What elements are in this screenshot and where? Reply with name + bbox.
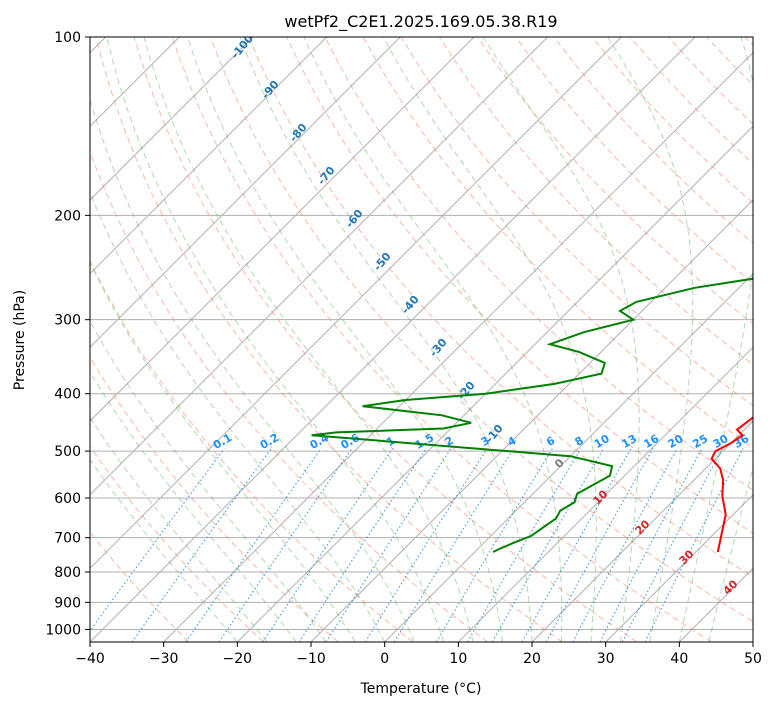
x-tick-label: 40 xyxy=(670,651,688,667)
y-tick-label: 700 xyxy=(54,531,81,547)
moist-adiabat-line xyxy=(482,37,640,642)
isotherm-line xyxy=(531,420,753,642)
isotherm-line xyxy=(90,37,475,422)
x-tick-label: 20 xyxy=(523,651,541,667)
moist-adiabat-line xyxy=(303,37,563,642)
dry-adiabat-line xyxy=(324,37,753,491)
x-tick-label: 30 xyxy=(597,651,615,667)
moist-adiabat-line xyxy=(239,37,533,642)
isotherm-line xyxy=(90,37,549,496)
isotherm-line xyxy=(90,37,254,201)
dry-adiabat-line xyxy=(210,37,753,623)
x-tick-label: 10 xyxy=(449,651,467,667)
plot-area: 0.1 0.2 0.4 0.6 1 1.5 2 3 4 6 8 10 13 16 20 25 30 36-100-… xyxy=(90,37,753,642)
x-tick-label: −10 xyxy=(296,651,326,667)
moist-adiabat-line xyxy=(607,37,694,642)
x-tick-label: −40 xyxy=(75,651,105,667)
moist-adiabat-line xyxy=(678,37,753,642)
mixing-ratio-line xyxy=(599,448,703,642)
moist-adiabat-line xyxy=(90,97,415,642)
moist-adiabat-line xyxy=(143,37,474,642)
dewpoint-line xyxy=(311,277,753,553)
mixing-ratio-line xyxy=(262,448,393,642)
dry-adiabat-line xyxy=(286,37,753,534)
plot-frame xyxy=(89,36,754,643)
isotherm-line xyxy=(384,272,753,642)
moist-adiabat-line xyxy=(382,37,597,642)
isotherm-line xyxy=(457,346,753,642)
dry-adiabats xyxy=(90,37,753,642)
profile-series xyxy=(311,277,753,553)
moist-adiabat-line xyxy=(90,458,238,642)
x-tick-label: −30 xyxy=(149,651,179,667)
dry-adiabat-line xyxy=(95,37,563,642)
moist-adiabat-line xyxy=(90,261,356,642)
mixing-ratio-line xyxy=(298,448,427,642)
dry-adiabat-line xyxy=(90,356,339,642)
isotherm-line xyxy=(90,37,401,349)
dry-adiabat-line xyxy=(515,37,753,284)
dry-adiabat-line xyxy=(90,259,414,642)
isotherm-line xyxy=(236,125,753,642)
mixing-ratio-line xyxy=(218,448,353,642)
mixing-ratio-line xyxy=(644,448,744,642)
mixing-ratio-line xyxy=(325,448,452,642)
y-tick-label: 1000 xyxy=(45,622,81,638)
y-tick-label: 900 xyxy=(54,595,81,611)
mixing-ratio-line xyxy=(467,448,582,642)
dry-adiabat-line xyxy=(90,445,264,642)
mixing-ratio-line xyxy=(621,448,723,642)
isotherm-line xyxy=(90,37,328,275)
moist-adiabat-line xyxy=(90,416,268,642)
moist-adiabat-line xyxy=(90,190,386,642)
isotherm-line xyxy=(163,51,753,642)
y-tick-label: 400 xyxy=(54,387,81,403)
isobar-grid xyxy=(90,37,753,630)
moist-adiabat-line xyxy=(90,370,297,642)
moist-adiabat-line xyxy=(708,466,753,642)
dry-adiabat-line xyxy=(133,37,638,642)
y-tick-label: 500 xyxy=(54,444,81,460)
y-axis-label: Pressure (hPa) xyxy=(12,290,28,390)
x-tick-label: −20 xyxy=(223,651,253,667)
mixing-ratio-line xyxy=(393,448,515,642)
y-tick-label: 800 xyxy=(54,565,81,581)
moist-adiabat-line xyxy=(106,37,445,642)
mixing-ratio-line xyxy=(364,448,488,642)
chart-title: wetPf2_C2E1.2025.169.05.38.R19 xyxy=(284,12,557,32)
mixing-ratio-line xyxy=(572,448,678,642)
x-axis-label: Temperature (°C) xyxy=(360,681,482,697)
moist-adiabat-line xyxy=(90,320,327,642)
moist-adiabats xyxy=(90,37,753,642)
isotherm-grid xyxy=(90,37,753,642)
y-tick-label: 600 xyxy=(54,491,81,507)
isotherm-line xyxy=(605,493,753,642)
mixing-ratio-line xyxy=(90,448,225,632)
temperature-line xyxy=(710,416,753,553)
x-tick-label: 0 xyxy=(380,651,389,667)
x-tick-label: 50 xyxy=(744,651,762,667)
moist-adiabat-line xyxy=(187,37,503,642)
mixing-ratio-line xyxy=(131,448,272,642)
isotherm-line xyxy=(90,37,696,642)
y-tick-label: 100 xyxy=(54,30,81,46)
y-tick-label: 200 xyxy=(54,208,81,224)
dry-adiabat-line xyxy=(248,37,753,578)
isotherm-line xyxy=(90,37,622,570)
dry-adiabat-line xyxy=(171,37,712,642)
axes: −40 −30 −20 −10 0 10 20 30 40 50 100 200 300 400 500 60… xyxy=(45,30,762,667)
y-tick-label: 300 xyxy=(54,313,81,329)
mixing-ratio-line xyxy=(185,448,322,642)
